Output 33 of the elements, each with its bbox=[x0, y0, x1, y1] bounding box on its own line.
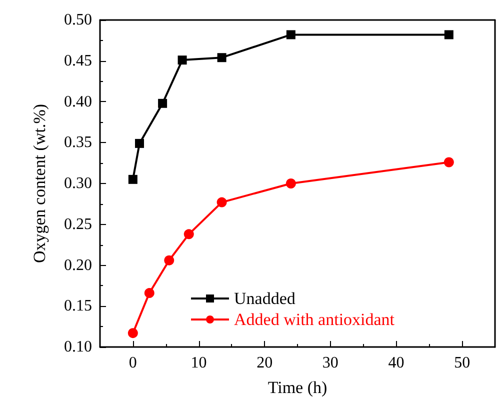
point bbox=[444, 157, 454, 168]
x-axis-title: Time (h) bbox=[268, 378, 328, 397]
x-tick-label: 40 bbox=[388, 354, 404, 372]
y-tick-label: 0.30 bbox=[64, 175, 92, 192]
point bbox=[184, 229, 194, 240]
legend-label: Unadded bbox=[234, 289, 296, 308]
point bbox=[144, 288, 154, 298]
x-tick-label: 20 bbox=[256, 354, 273, 372]
point bbox=[178, 56, 187, 65]
point bbox=[286, 30, 296, 40]
point bbox=[128, 328, 138, 338]
y-tick-label: 0.40 bbox=[64, 93, 92, 110]
point bbox=[164, 255, 174, 266]
legend-label: Added with antioxidant bbox=[234, 310, 395, 329]
point bbox=[128, 174, 138, 184]
x-tick-label: 30 bbox=[322, 354, 338, 372]
y-tick-label: 0.20 bbox=[64, 256, 92, 274]
y-axis-title: Oxygen content (wt.%) bbox=[30, 104, 49, 264]
y-tick-label: 0.10 bbox=[64, 338, 92, 356]
point bbox=[217, 53, 226, 62]
point bbox=[135, 138, 144, 148]
y-tick-label: 0.45 bbox=[64, 52, 92, 70]
point bbox=[216, 197, 227, 208]
y-tick-label: 0.35 bbox=[64, 134, 92, 152]
point bbox=[158, 98, 168, 108]
x-tick-label: 10 bbox=[190, 354, 207, 372]
x-tick-label: 50 bbox=[454, 354, 470, 372]
y-tick-label: 0.15 bbox=[64, 298, 92, 315]
point bbox=[286, 178, 296, 188]
x-tick-label: 0 bbox=[128, 354, 137, 372]
y-tick-label: 0.50 bbox=[64, 12, 92, 28]
point bbox=[444, 30, 454, 40]
y-tick-label: 0.25 bbox=[64, 216, 92, 233]
